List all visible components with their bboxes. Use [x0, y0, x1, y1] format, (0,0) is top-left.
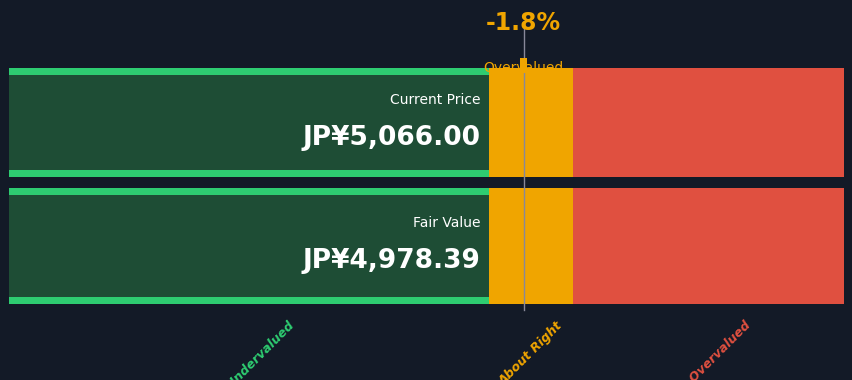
- Bar: [9, 188, 489, 195]
- Text: Current Price: Current Price: [389, 93, 481, 107]
- Text: Fair Value: Fair Value: [412, 216, 481, 230]
- Bar: [572, 195, 843, 297]
- Text: 20% Overvalued: 20% Overvalued: [663, 319, 753, 380]
- Bar: [572, 170, 843, 177]
- Bar: [489, 188, 572, 195]
- Bar: [9, 297, 489, 304]
- Bar: [9, 75, 489, 170]
- Bar: [489, 297, 572, 304]
- Bar: [489, 68, 572, 75]
- Bar: [489, 195, 572, 297]
- Bar: [9, 170, 489, 177]
- Text: Overvalued: Overvalued: [483, 61, 563, 75]
- Bar: [572, 297, 843, 304]
- Bar: [9, 195, 489, 297]
- Text: JP¥4,978.39: JP¥4,978.39: [302, 248, 481, 274]
- Bar: [572, 75, 843, 170]
- Bar: [489, 170, 572, 177]
- Bar: [9, 68, 489, 75]
- Text: -1.8%: -1.8%: [486, 11, 561, 35]
- Bar: [572, 188, 843, 195]
- Bar: [572, 68, 843, 75]
- Text: About Right: About Right: [496, 319, 565, 380]
- Bar: [520, 58, 527, 73]
- Bar: [489, 75, 572, 170]
- Text: JP¥5,066.00: JP¥5,066.00: [302, 125, 481, 151]
- Text: 20% Undervalued: 20% Undervalued: [200, 319, 297, 380]
